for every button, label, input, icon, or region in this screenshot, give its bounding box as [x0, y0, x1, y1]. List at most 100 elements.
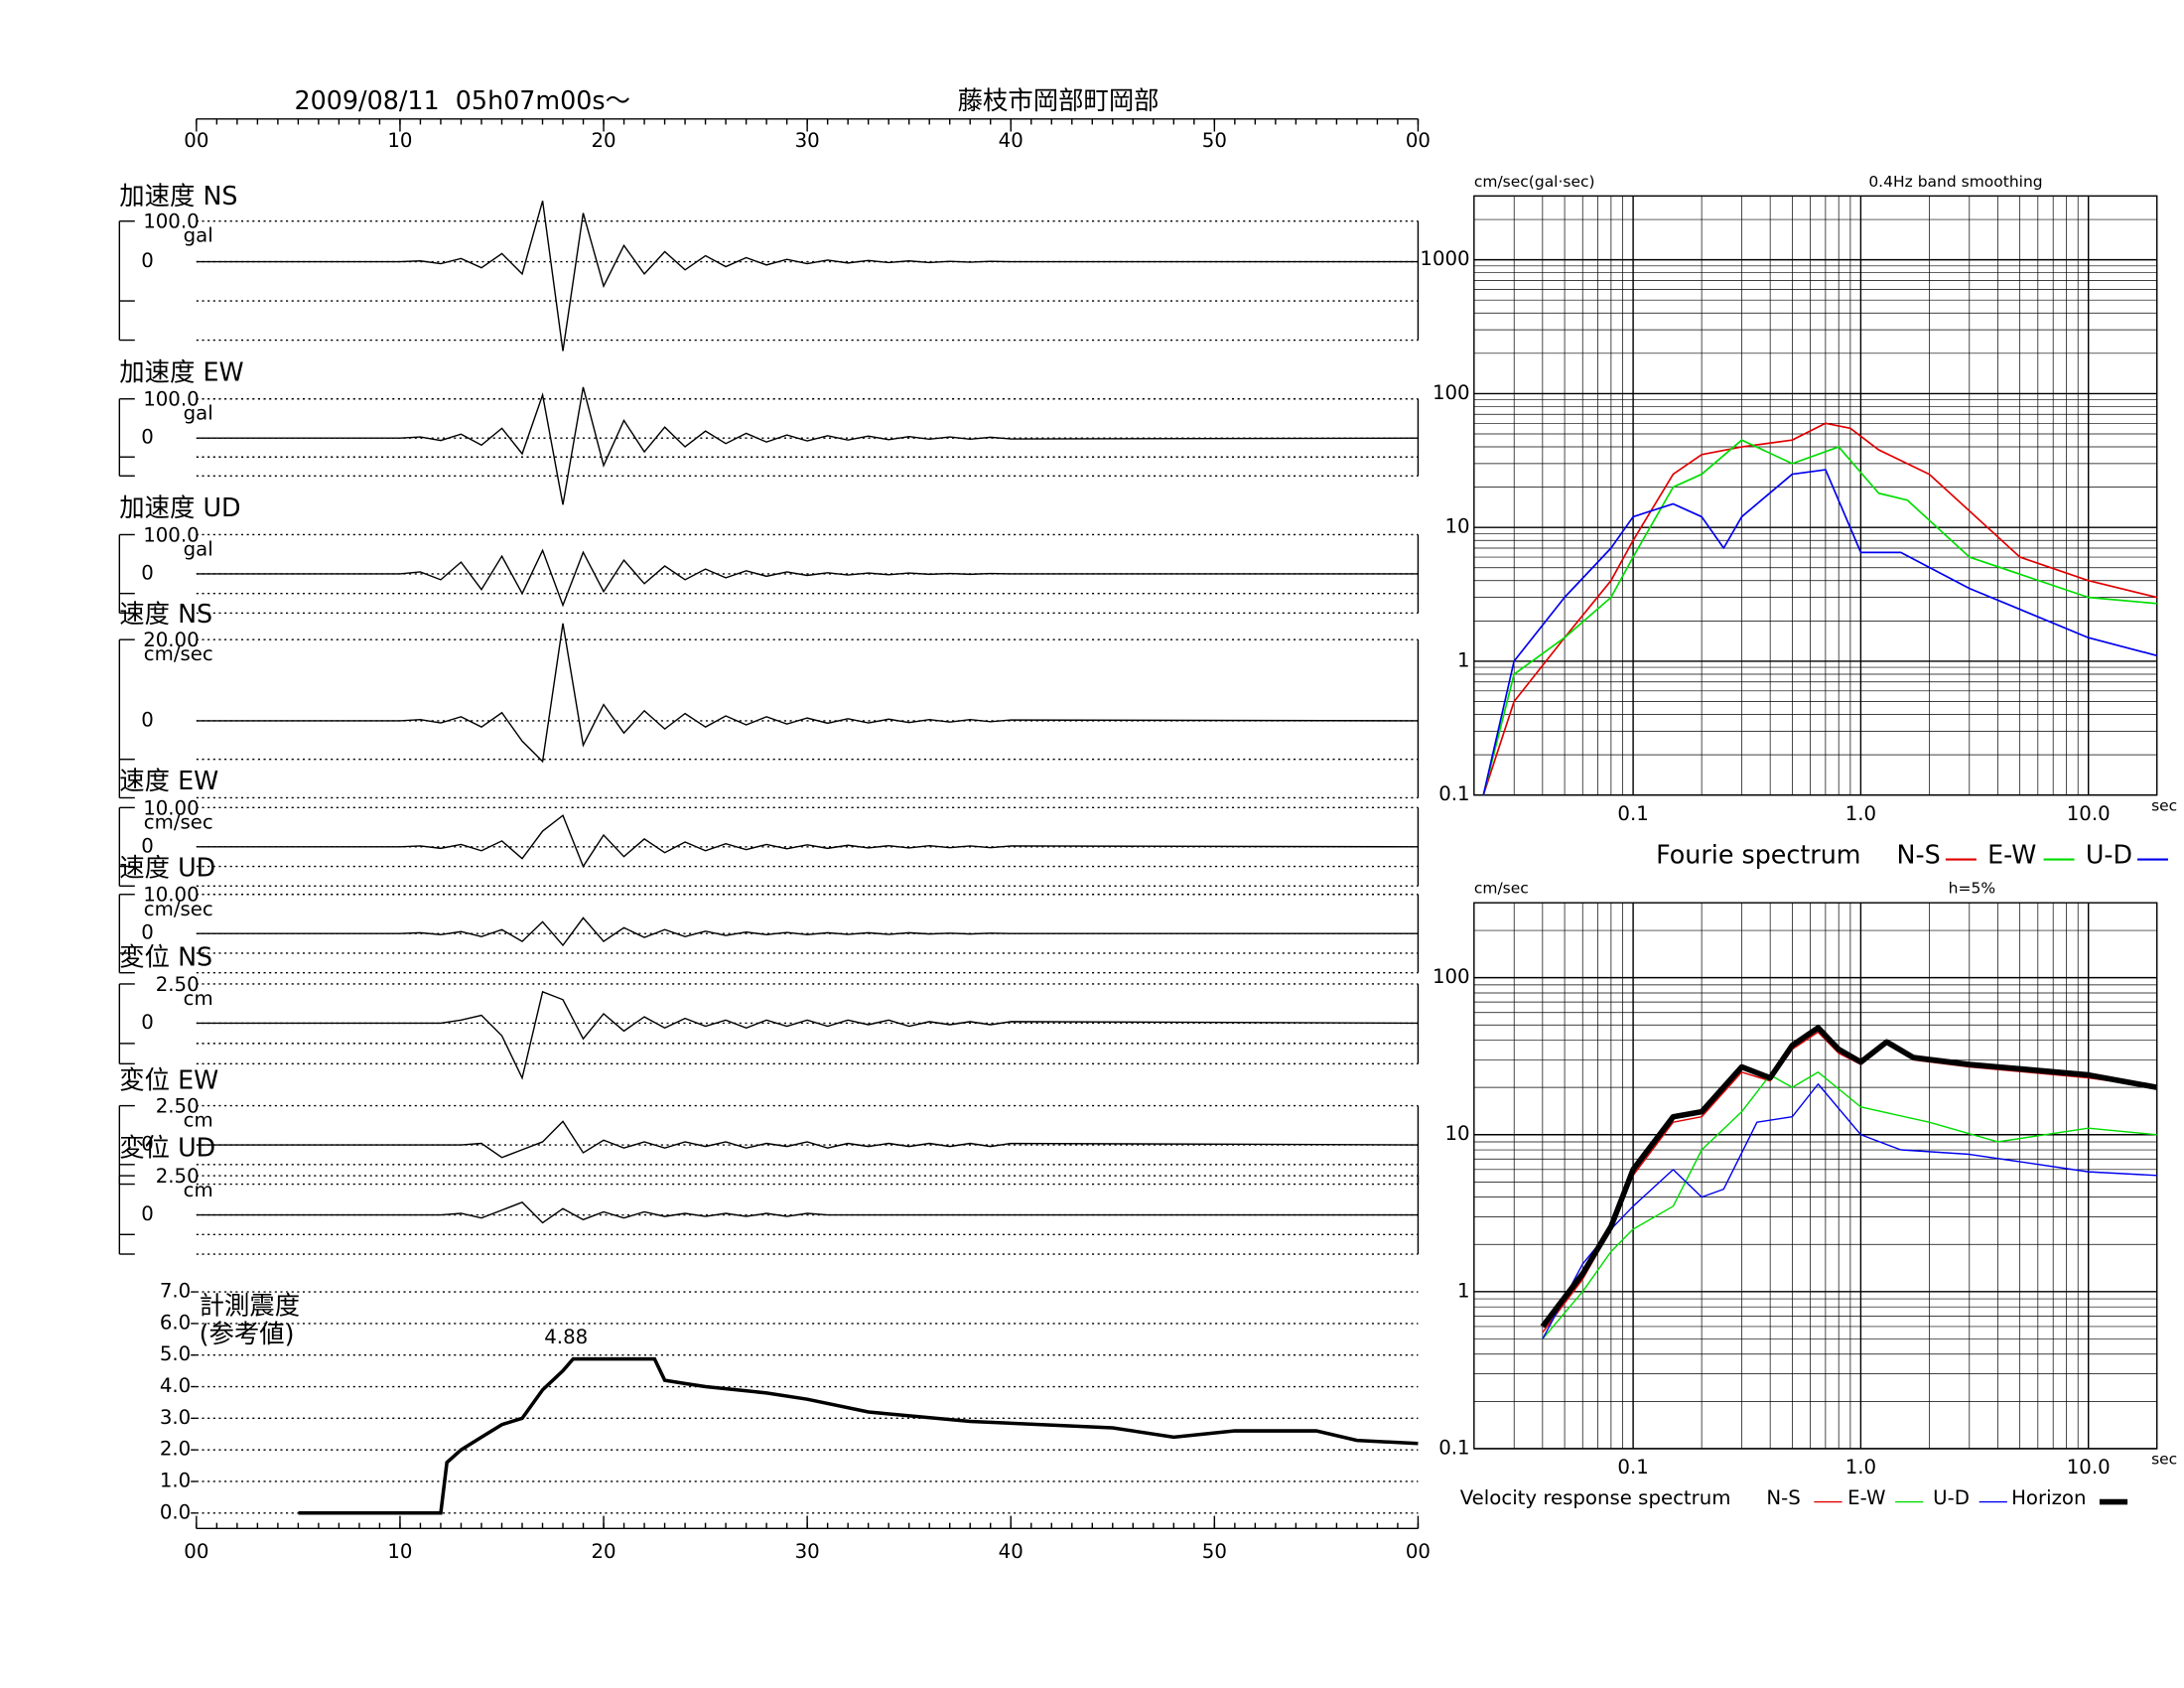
zero-label: 0 [141, 249, 154, 272]
panel-label: 加速度 EW [119, 356, 243, 386]
unit-label: cm/sec [144, 642, 213, 665]
x-tick-label: 0.1 [1617, 1456, 1648, 1478]
unit-label: cm/sec [144, 810, 213, 833]
spectrum-line [1540, 1025, 2158, 1329]
waveform [196, 548, 1419, 608]
time-tick-label: 40 [999, 1540, 1024, 1563]
y-tick-label: 0.0 [160, 1500, 191, 1523]
peak-label: 4.88 [544, 1326, 588, 1348]
x-tick-label: 10.0 [2067, 1456, 2111, 1478]
y-tick-label: 100 [1433, 965, 1470, 988]
time-tick-label: 40 [999, 129, 1024, 152]
unit-label: cm [184, 987, 213, 1010]
zero-label: 0 [141, 1133, 154, 1156]
panel-label: 速度 NS [119, 599, 212, 629]
legend-label: Horizon [2011, 1486, 2086, 1509]
legend-label: E-W [1987, 840, 2036, 870]
time-tick-label: 10 [387, 129, 412, 152]
spectrum-line [1542, 1083, 2157, 1339]
unit-label: cm/sec [144, 898, 213, 920]
legend-title: Velocity response spectrum [1460, 1486, 1731, 1509]
time-tick-label: 30 [795, 129, 820, 152]
x-tick-label: 10.0 [2067, 802, 2111, 825]
time-tick-label: 50 [1202, 129, 1227, 152]
x-tick-label: 0.1 [1617, 802, 1648, 825]
x-label: sec [2151, 1451, 2177, 1469]
time-tick-label: 10 [387, 1540, 412, 1563]
panel-label: 加速度 NS [119, 181, 237, 211]
scale-label: 10.00 [143, 884, 199, 907]
scale-label: 100.0 [143, 211, 199, 233]
panel-label: 速度 UD [119, 852, 215, 882]
time-tick-label: 30 [795, 1540, 820, 1563]
unit-label: gal [184, 537, 213, 560]
scale-label: 2.50 [156, 973, 200, 996]
waveform [196, 814, 1419, 869]
y-tick-label: 1.0 [160, 1469, 191, 1491]
intensity-line [298, 1356, 1419, 1515]
y-tick-label: 7.0 [160, 1280, 191, 1303]
waveform [196, 990, 1419, 1080]
zero-label: 0 [141, 1202, 154, 1225]
zero-label: 0 [141, 426, 154, 449]
waveform [196, 386, 1419, 505]
y-tick-label: 6.0 [160, 1311, 191, 1334]
y-label: cm/sec(gal·sec) [1474, 173, 1595, 191]
y-tick-label: 1 [1457, 1279, 1470, 1302]
unit-label: cm [184, 1109, 213, 1132]
time-tick-label: 00 [184, 1540, 208, 1563]
time-tick-label: 20 [591, 129, 615, 152]
spectrum-line [1542, 1031, 2157, 1334]
scale-label: 100.0 [143, 388, 199, 411]
y-label: cm/sec [1474, 880, 1529, 898]
x-tick-label: 1.0 [1845, 1456, 1876, 1478]
y-tick-label: 100 [1433, 381, 1470, 404]
zero-label: 0 [141, 834, 154, 857]
y-tick-label: 1000 [1420, 247, 1469, 270]
waveform [196, 916, 1419, 947]
panel-label: 変位 UD [119, 1132, 215, 1162]
scale-label: 2.50 [156, 1095, 200, 1118]
y-tick-label: 10 [1445, 1122, 1470, 1145]
legend-label: E-W [1847, 1486, 1885, 1509]
plot-frame [1473, 195, 2158, 796]
panel-label: 変位 NS [119, 942, 212, 972]
spectrum-line [1482, 469, 2157, 795]
zero-label: 0 [141, 708, 154, 731]
annotation: h=5% [1949, 880, 1995, 898]
panel-label: 加速度 UD [119, 492, 240, 522]
panel-label: 変位 EW [119, 1065, 218, 1095]
legend-label: N-S [1766, 1486, 1800, 1509]
legend-label: U-D [2086, 840, 2132, 870]
time-tick-label: 50 [1202, 1540, 1227, 1563]
spectrum-line [1482, 439, 2157, 795]
x-tick-label: 1.0 [1845, 802, 1876, 825]
y-tick-label: 4.0 [160, 1374, 191, 1397]
scale-label: 100.0 [143, 523, 199, 546]
time-tick-label: 20 [591, 1540, 615, 1563]
annotation: 0.4Hz band smoothing [1868, 173, 2042, 191]
x-label: sec [2151, 796, 2177, 814]
scale-label: 2.50 [156, 1165, 200, 1188]
y-tick-label: 10 [1445, 515, 1470, 538]
y-tick-label: 0.1 [1438, 782, 1469, 805]
intensity-label: 計測震度 [200, 1291, 300, 1321]
waveform [196, 201, 1419, 352]
scale-label: 20.00 [143, 629, 199, 651]
time-tick-label: 00 [184, 129, 208, 152]
unit-label: gal [184, 224, 213, 247]
scale-label: 10.00 [143, 796, 199, 819]
spectrum-line [1482, 422, 2157, 795]
place: 藤枝市岡部町岡部 [958, 85, 1160, 115]
legend-title: Fourie spectrum [1656, 840, 1860, 870]
legend-label: U-D [1933, 1486, 1970, 1509]
waveform [196, 1120, 1419, 1159]
unit-label: cm [184, 1179, 213, 1201]
zero-label: 0 [141, 921, 154, 944]
time-tick-label: 00 [1406, 129, 1431, 152]
legend-label: N-S [1897, 840, 1941, 870]
zero-label: 0 [141, 1011, 154, 1034]
title: 2009/08/11 05h07m00s〜 [295, 85, 630, 115]
